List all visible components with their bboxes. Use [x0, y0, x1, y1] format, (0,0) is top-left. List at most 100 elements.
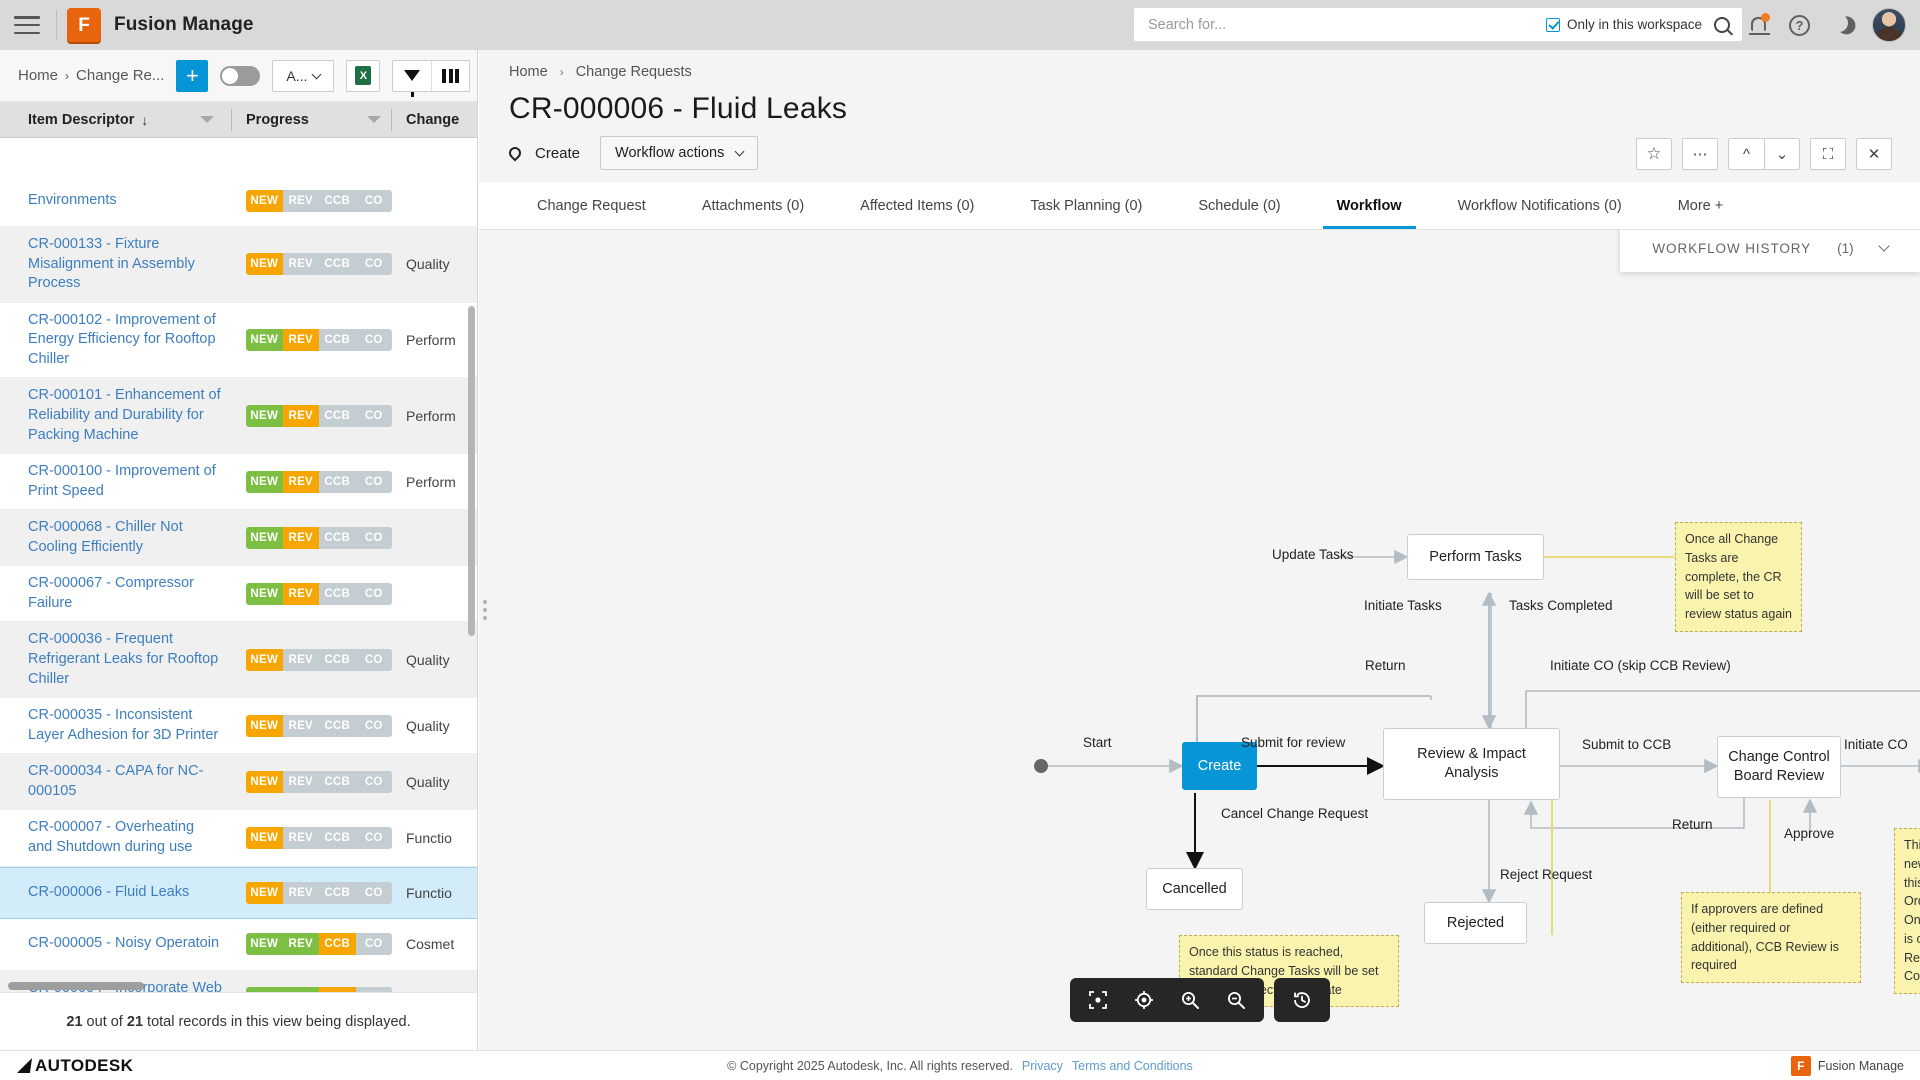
cell-item-descriptor[interactable]: CR-000067 - Compressor Failure	[28, 575, 195, 611]
table-row[interactable]: CR-000100 - Improvement of Print Speed NE…	[0, 454, 477, 511]
fusion-logo-icon: F	[67, 8, 101, 42]
workflow-node-cancelled[interactable]: Cancelled	[1146, 868, 1243, 910]
close-button[interactable]: ✕	[1856, 138, 1892, 170]
tab-schedule-0[interactable]: Schedule (0)	[1198, 197, 1281, 214]
cell-item-descriptor[interactable]: CR-000102 - Improvement of Energy Effici…	[28, 311, 216, 367]
search-input[interactable]	[1134, 9, 1546, 40]
menu-icon[interactable]	[14, 16, 40, 34]
cell-item-descriptor[interactable]: CR-000005 - Noisy Operatoin	[28, 935, 220, 952]
table-row[interactable]: CR-000133 - Fixture Misalignment in Asse…	[0, 227, 477, 303]
favorite-button[interactable]: ☆	[1636, 138, 1672, 170]
fullscreen-button[interactable]: ⛶	[1810, 138, 1846, 170]
column-header-progress[interactable]: Progress	[232, 108, 392, 131]
notifications-icon[interactable]	[1747, 13, 1770, 36]
workflow-note-perform-tasks: Once all Change Tasks are complete, the …	[1675, 522, 1802, 632]
breadcrumb-home[interactable]: Home	[509, 64, 548, 80]
detail-toolbar: ☆ ⋯ ^ ⌄ ⛶ ✕	[1636, 138, 1892, 170]
change-request-list[interactable]: Environments NEW REV CCB CO CR-000133 - Fixtu…	[0, 175, 477, 992]
previous-record-button[interactable]: ^	[1728, 138, 1764, 170]
column-header-item-descriptor[interactable]: Item Descriptor ↓	[0, 108, 232, 131]
zoom-out-icon[interactable]	[1216, 980, 1256, 1020]
tab-task-planning-0[interactable]: Task Planning (0)	[1030, 197, 1143, 214]
workflow-node-rejected[interactable]: Rejected	[1424, 902, 1527, 944]
canvas-zoom-toolbar	[1069, 978, 1330, 1022]
cell-item-descriptor[interactable]: CR-000100 - Improvement of Print Speed	[28, 463, 216, 499]
cell-item-descriptor[interactable]: CR-000068 - Chiller Not Cooling Efficien…	[28, 519, 183, 555]
column-header-change[interactable]: Change	[392, 112, 459, 128]
breadcrumb-current[interactable]: Change Re...	[76, 67, 165, 84]
filter-button[interactable]	[393, 61, 431, 97]
filter-icon	[404, 70, 421, 97]
more-options-button[interactable]: ⋯	[1682, 138, 1718, 170]
chevron-down-icon[interactable]	[1877, 240, 1890, 252]
cell-item-descriptor[interactable]: CR-000007 - Overheating and Shutdown dur…	[28, 819, 195, 855]
filter-icon[interactable]	[367, 116, 381, 123]
tab-workflow[interactable]: Workflow	[1309, 182, 1430, 229]
tab-workflow-notifications-0[interactable]: Workflow Notifications (0)	[1457, 197, 1622, 214]
tab-attachments-0[interactable]: Attachments (0)	[701, 197, 805, 214]
workflow-node-create[interactable]: Create	[1182, 742, 1257, 790]
view-toggle[interactable]	[220, 65, 261, 86]
edge-label-cancel-change-request: Cancel Change Request	[1221, 806, 1369, 821]
next-record-button[interactable]: ⌄	[1764, 138, 1800, 170]
only-in-workspace-checkbox[interactable]: Only in this workspace	[1545, 17, 1710, 32]
filter-icon[interactable]	[200, 116, 214, 123]
history-icon[interactable]	[1282, 980, 1322, 1020]
progress-stage-co: CO	[355, 253, 392, 276]
vertical-scrollbar[interactable]	[468, 176, 475, 936]
fit-to-screen-icon[interactable]	[1078, 980, 1118, 1020]
table-row[interactable]: CR-000034 - CAPA for NC-000105 NEW REV CCB C…	[0, 754, 477, 811]
privacy-link[interactable]: Privacy	[1021, 1058, 1063, 1073]
cell-item-descriptor[interactable]: CR-000006 - Fluid Leaks	[28, 883, 190, 900]
workflow-actions-label: Workflow actions	[615, 145, 725, 161]
column-label: Change	[406, 111, 460, 128]
table-row[interactable]: Environments NEW REV CCB CO	[0, 175, 477, 227]
cell-item-descriptor[interactable]: CR-000034 - CAPA for NC-000105	[28, 763, 204, 799]
terms-link[interactable]: Terms and Conditions	[1071, 1058, 1193, 1073]
export-excel-button[interactable]: X	[346, 59, 381, 92]
add-button[interactable]: +	[176, 59, 209, 92]
breadcrumb-home[interactable]: Home	[18, 67, 59, 84]
cell-change: Quality	[406, 717, 450, 734]
cell-item-descriptor[interactable]: CR-000101 - Enhancement of Reliability a…	[28, 387, 221, 443]
workflow-node-review-impact-analysis[interactable]: Review & Impact Analysis	[1383, 728, 1560, 800]
zoom-in-icon[interactable]	[1170, 980, 1210, 1020]
tab-affected-items-0[interactable]: Affected Items (0)	[860, 197, 975, 214]
avatar[interactable]	[1872, 8, 1906, 42]
workflow-actions-button[interactable]: Workflow actions	[600, 136, 759, 170]
workflow-history-panel[interactable]: WORKFLOW HISTORY (1)	[1620, 230, 1920, 272]
table-row[interactable]: CR-000005 - Noisy Operatoin NEW REV CCB CO Co…	[0, 918, 477, 971]
cell-item-descriptor[interactable]: CR-000035 - Inconsistent Layer Adhesion …	[28, 707, 219, 743]
table-row[interactable]: CR-000006 - Fluid Leaks NEW REV CCB CO Functi…	[0, 866, 477, 919]
workflow-canvas[interactable]: WORKFLOW HISTORY (1)	[479, 230, 1920, 1050]
search-icon[interactable]	[1714, 16, 1730, 33]
tab-change-request[interactable]: Change Request	[537, 197, 646, 214]
cell-item-descriptor[interactable]: Environments	[28, 191, 117, 208]
progress-stage-rev: REV	[282, 470, 319, 493]
center-icon[interactable]	[1124, 980, 1164, 1020]
workflow-node-ccb-review[interactable]: Change Control Board Review	[1717, 736, 1841, 798]
horizontal-scrollbar[interactable]	[8, 982, 470, 990]
table-row[interactable]: CR-000101 - Enhancement of Reliability a…	[0, 378, 477, 455]
panel-resize-handle[interactable]	[483, 600, 487, 620]
columns-button[interactable]	[431, 60, 469, 91]
breadcrumb-change-requests[interactable]: Change Requests	[575, 64, 692, 80]
table-row[interactable]: CR-000067 - Compressor Failure NEW REV CCB C…	[0, 566, 477, 623]
table-row[interactable]: CR-000036 - Frequent Refrigerant Leaks f…	[0, 622, 477, 699]
dark-mode-icon[interactable]	[1830, 14, 1852, 36]
table-row[interactable]: CR-000102 - Improvement of Energy Effici…	[0, 302, 477, 379]
workflow-node-perform-tasks[interactable]: Perform Tasks	[1407, 534, 1544, 580]
table-row[interactable]: CR-000007 - Overheating and Shutdown dur…	[0, 810, 477, 867]
help-icon[interactable]: ?	[1789, 14, 1810, 36]
checkbox-icon[interactable]	[1545, 17, 1560, 32]
view-select[interactable]: A...	[272, 59, 335, 92]
table-row[interactable]: CR-000035 - Inconsistent Layer Adhesion …	[0, 698, 477, 755]
cell-item-descriptor[interactable]: CR-000133 - Fixture Misalignment in Asse…	[28, 236, 195, 292]
cell-item-descriptor[interactable]: CR-000036 - Frequent Refrigerant Leaks f…	[28, 631, 219, 687]
excel-icon: X	[355, 66, 372, 85]
table-row[interactable]: CR-000068 - Chiller Not Cooling Efficien…	[0, 510, 477, 567]
tab-more[interactable]: More +	[1677, 197, 1724, 214]
